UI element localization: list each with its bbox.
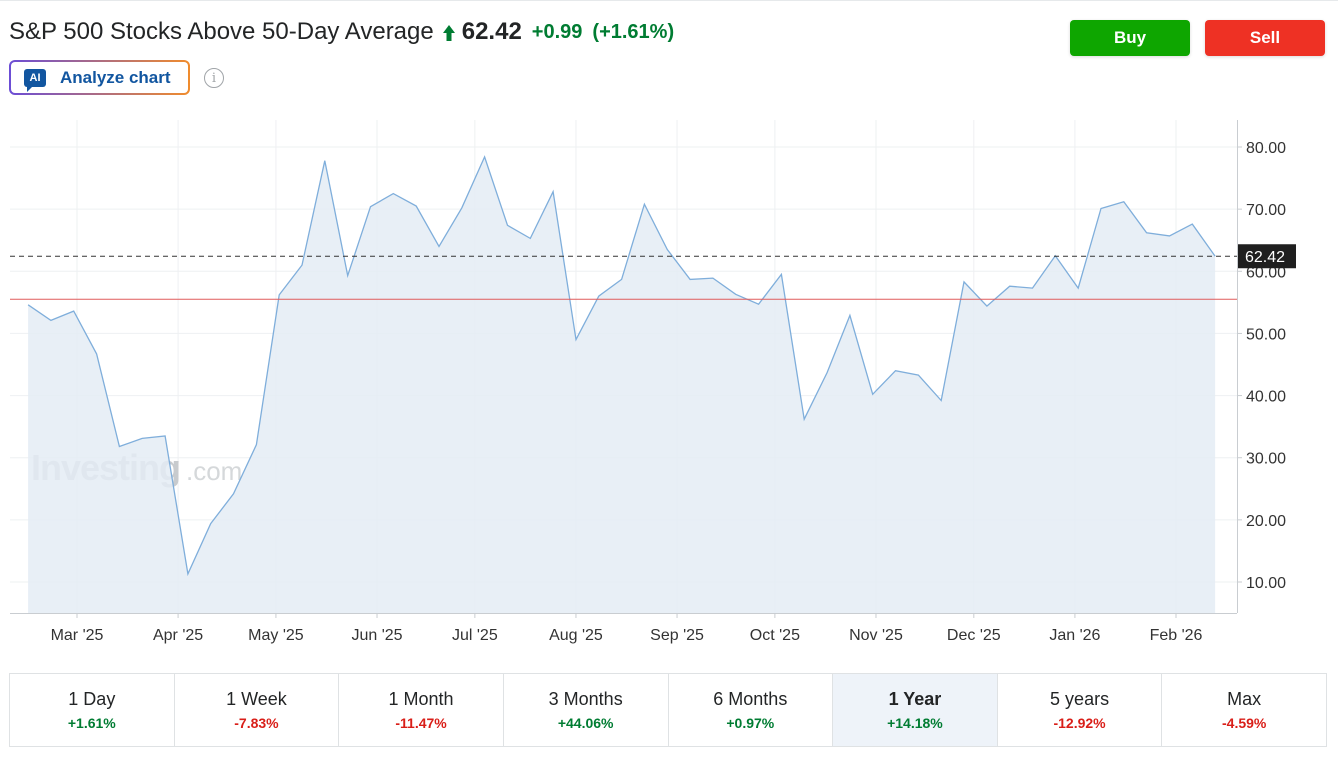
series-line xyxy=(27,155,1216,577)
analyze-chart-label: Analyze chart xyxy=(60,67,171,87)
x-tick-label: Apr '25 xyxy=(153,627,203,644)
x-tick-label: Oct '25 xyxy=(750,627,800,644)
instrument-header: S&P 500 Stocks Above 50-Day Average 62.4… xyxy=(9,16,674,48)
period-label: 6 Months xyxy=(713,689,788,709)
y-tick-label: 20.00 xyxy=(1246,513,1286,530)
period-1-year[interactable]: 1 Year +14.18% xyxy=(833,674,998,746)
period-3-months[interactable]: 3 Months +44.06% xyxy=(504,674,669,746)
arrow-up-icon xyxy=(442,25,455,41)
buy-button[interactable]: Buy xyxy=(1070,20,1190,56)
period-1-week[interactable]: 1 Week -7.83% xyxy=(175,674,340,746)
period-change: +0.97% xyxy=(726,715,775,731)
x-tick-label: Jun '25 xyxy=(351,627,402,644)
y-tick-label: 80.00 xyxy=(1246,140,1286,157)
period-5-years[interactable]: 5 years -12.92% xyxy=(998,674,1163,746)
period-1-month[interactable]: 1 Month -11.47% xyxy=(339,674,504,746)
period-6-months[interactable]: 6 Months +0.97% xyxy=(669,674,834,746)
instrument-title: S&P 500 Stocks Above 50-Day Average xyxy=(9,18,434,45)
x-tick-label: Sep '25 xyxy=(650,627,704,644)
period-label: 1 Day xyxy=(68,689,116,709)
x-tick-label: Jan '26 xyxy=(1049,627,1100,644)
watermark-suffix: .com xyxy=(186,456,242,486)
period-label: 1 Year xyxy=(888,689,942,709)
y-tick-label: 40.00 xyxy=(1246,389,1286,406)
top-divider xyxy=(0,0,1338,1)
period-label: Max xyxy=(1227,689,1262,709)
price-chart[interactable]: Investing.com80.0070.0060.0050.0040.0030… xyxy=(0,110,1338,660)
y-tick-label: 30.00 xyxy=(1246,451,1286,468)
x-tick-label: Dec '25 xyxy=(947,627,1001,644)
last-value-badge xyxy=(1238,244,1296,269)
price-change: +0.99 xyxy=(531,20,583,43)
y-tick-label: 60.00 xyxy=(1246,264,1286,281)
period-change: +44.06% xyxy=(557,715,614,731)
period-label: 5 years xyxy=(1050,689,1110,709)
x-tick-label: Aug '25 xyxy=(549,627,603,644)
x-tick-label: Jul '25 xyxy=(452,627,498,644)
y-tick-label: 50.00 xyxy=(1246,326,1286,343)
x-tick-label: Feb '26 xyxy=(1150,627,1203,644)
x-tick-label: Mar '25 xyxy=(51,627,104,644)
period-change: +14.18% xyxy=(887,715,943,731)
period-max[interactable]: Max -4.59% xyxy=(1162,674,1326,746)
period-label: 3 Months xyxy=(548,689,623,709)
period-change: +1.61% xyxy=(67,715,116,731)
period-1-day[interactable]: 1 Day +1.61% xyxy=(10,674,175,746)
period-change: -4.59% xyxy=(1222,715,1267,731)
period-change: -7.83% xyxy=(234,715,279,731)
x-tick-label: May '25 xyxy=(248,627,304,644)
period-label: 1 Month xyxy=(388,689,454,709)
y-tick-label: 10.00 xyxy=(1246,575,1286,592)
last-value-label: 62.42 xyxy=(1245,249,1285,266)
period-performance-bar: 1 Day +1.61% 1 Week -7.83% 1 Month -11.4… xyxy=(9,673,1327,747)
series-area xyxy=(28,156,1216,613)
info-icon[interactable]: i xyxy=(204,68,224,88)
x-tick-label: Nov '25 xyxy=(849,627,903,644)
period-label: 1 Week xyxy=(226,689,287,709)
price-change-percent: (+1.61%) xyxy=(592,20,675,43)
period-change: -11.47% xyxy=(395,715,447,731)
y-tick-label: 70.00 xyxy=(1246,202,1286,219)
last-price: 62.42 xyxy=(461,18,522,45)
ai-icon: AI xyxy=(24,68,46,92)
sell-button[interactable]: Sell xyxy=(1205,20,1325,56)
analyze-chart-button[interactable]: AI Analyze chart xyxy=(9,60,190,95)
period-change: -12.92% xyxy=(1053,715,1106,731)
